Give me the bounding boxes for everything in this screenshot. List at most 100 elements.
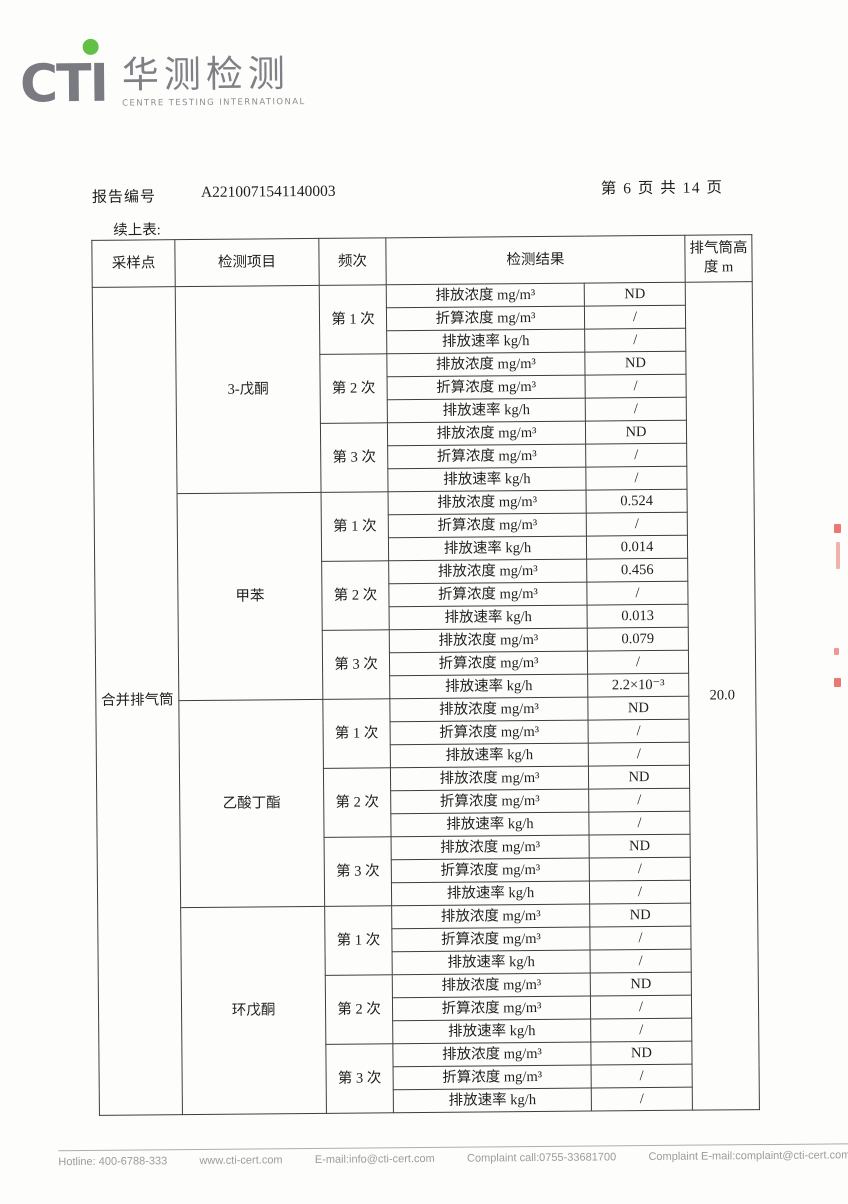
result-value-cell: 0.079 (587, 627, 689, 652)
param-label-cell: 排放浓度 mg/m³ (392, 1042, 592, 1067)
result-value-cell: / (590, 949, 692, 974)
result-value-cell: / (589, 880, 691, 905)
result-value-cell: / (586, 581, 689, 606)
param-label-cell: 排放速率 kg/h (389, 605, 588, 630)
param-label-cell: 折算浓度 mg/m³ (388, 582, 588, 607)
result-value-cell: ND (590, 972, 692, 997)
result-value-cell: / (591, 1087, 693, 1112)
sampling-point-cell: 合并排气筒 (92, 286, 183, 1116)
frequency-cell: 第 2 次 (321, 560, 390, 631)
param-label-cell: 折算浓度 mg/m³ (390, 789, 589, 814)
result-value-cell: 0.456 (586, 558, 688, 583)
page-indicator: 第 6 页 共 14 页 (600, 179, 724, 198)
result-value-cell: / (587, 650, 689, 675)
results-tbody: 合并排气筒 3-戊酮第 1 次排放浓度 mg/m³ ND 20.0 折算浓度 mg/m³… (92, 281, 760, 1116)
result-value-cell: 0.013 (587, 604, 689, 629)
param-label-cell: 折算浓度 mg/m³ (389, 651, 588, 676)
param-label-cell: 折算浓度 mg/m³ (387, 375, 586, 400)
result-value-cell: / (585, 397, 687, 422)
result-value-cell: / (591, 1064, 693, 1089)
test-item-cell: 乙酸丁酯 (178, 699, 325, 908)
result-value-cell: / (589, 926, 692, 951)
frequency-cell: 第 1 次 (321, 491, 389, 562)
param-label-cell: 排放速率 kg/h (387, 467, 587, 492)
result-value-cell: / (585, 443, 687, 468)
footer-website: www.cti-cert.com (199, 1154, 283, 1167)
test-item-cell: 3-戊酮 (175, 285, 322, 494)
scan-artifact-red-mark (834, 678, 841, 687)
param-label-cell: 排放浓度 mg/m³ (391, 835, 590, 860)
param-label-cell: 排放浓度 mg/m³ (389, 628, 588, 653)
result-value-cell: / (585, 466, 688, 491)
param-label-cell: 排放浓度 mg/m³ (387, 421, 586, 446)
result-value-cell: ND (587, 696, 690, 721)
result-value-cell: / (588, 788, 690, 813)
param-label-cell: 折算浓度 mg/m³ (390, 720, 589, 745)
test-item-cell: 甲苯 (177, 492, 323, 701)
param-label-cell: 折算浓度 mg/m³ (392, 996, 591, 1021)
result-value-cell: 2.2×10⁻³ (587, 673, 689, 698)
cti-logo-wordmark: 华测检测 CENTRE TESTING INTERNATIONAL (121, 52, 306, 109)
result-value-cell: / (590, 995, 692, 1020)
frequency-cell: 第 1 次 (322, 698, 391, 769)
result-value-cell: / (584, 305, 686, 330)
param-label-cell: 折算浓度 mg/m³ (387, 444, 586, 469)
frequency-cell: 第 3 次 (322, 629, 390, 700)
param-label-cell: 排放速率 kg/h (390, 743, 589, 768)
param-label-cell: 排放浓度 mg/m³ (388, 490, 587, 515)
frequency-cell: 第 1 次 (324, 905, 393, 976)
param-label-cell: 排放速率 kg/h (393, 1088, 592, 1113)
col-header-sampling-point: 采样点 (91, 239, 176, 288)
frequency-cell: 第 2 次 (323, 767, 392, 838)
stack-height-cell: 20.0 (685, 281, 760, 1111)
param-label-cell: 折算浓度 mg/m³ (391, 858, 590, 883)
footer-contacts: Hotline: 400-6788-333 www.cti-cert.com E… (58, 1149, 848, 1168)
frequency-cell: 第 3 次 (325, 1043, 394, 1114)
result-value-cell: / (584, 328, 686, 353)
param-label-cell: 折算浓度 mg/m³ (386, 306, 585, 331)
param-label-cell: 排放速率 kg/h (386, 329, 585, 354)
param-label-cell: 排放浓度 mg/m³ (392, 973, 591, 998)
param-label-cell: 排放浓度 mg/m³ (390, 766, 589, 791)
result-value-cell: ND (589, 834, 691, 859)
result-value-cell: ND (585, 420, 687, 445)
cti-logo: CTI 华测检测 CENTRE TESTING INTERNATIONAL (19, 35, 306, 115)
report-number-value: A2210071541140003 (200, 182, 336, 201)
frequency-cell: 第 3 次 (320, 422, 389, 493)
param-label-cell: 排放速率 kg/h (387, 398, 586, 423)
param-label-cell: 排放速率 kg/h (390, 812, 590, 837)
param-label-cell: 折算浓度 mg/m³ (393, 1065, 592, 1090)
test-results-table: 采样点 检测项目 频次 检测结果 排气筒高度 m 合并排气筒 3-戊酮第 1 次排… (91, 234, 760, 1116)
report-number-label: 报告编号 (91, 189, 157, 206)
param-label-cell: 排放浓度 mg/m³ (388, 559, 587, 584)
result-value-cell: / (589, 857, 691, 882)
table-header-row: 采样点 检测项目 频次 检测结果 排气筒高度 m (91, 234, 753, 288)
footer-complaint-email: Complaint E-mail:complaint@cti-cert.com (648, 1149, 848, 1164)
company-name-en: CENTRE TESTING INTERNATIONAL (122, 96, 306, 109)
result-value-cell: ND (590, 1041, 693, 1066)
param-label-cell: 排放浓度 mg/m³ (386, 283, 585, 308)
result-value-cell: ND (588, 765, 690, 790)
cti-logo-mark: CTI (19, 37, 108, 115)
logo-green-dot-icon (82, 38, 99, 55)
cti-logo-acronym: CTI (19, 53, 108, 115)
param-label-cell: 排放速率 kg/h (392, 950, 591, 975)
param-label-cell: 排放速率 kg/h (391, 881, 590, 906)
col-header-result: 检测结果 (385, 235, 686, 285)
company-name-cn: 华测检测 (121, 52, 291, 97)
result-value-cell: / (590, 1018, 692, 1043)
frequency-cell: 第 2 次 (325, 974, 393, 1045)
result-value-cell: 0.524 (586, 489, 688, 514)
param-label-cell: 排放浓度 mg/m³ (386, 352, 586, 377)
param-label-cell: 折算浓度 mg/m³ (388, 513, 587, 538)
scan-artifact-red-mark (836, 542, 840, 569)
result-value-cell: / (585, 374, 687, 399)
param-label-cell: 排放速率 kg/h (389, 674, 588, 699)
frequency-cell: 第 3 次 (324, 836, 392, 907)
param-label-cell: 排放浓度 mg/m³ (391, 904, 590, 929)
param-label-cell: 排放浓度 mg/m³ (389, 697, 589, 722)
result-value-cell: / (588, 719, 690, 744)
scan-artifact-red-mark (834, 648, 839, 655)
footer-hotline: Hotline: 400-6788-333 (58, 1155, 168, 1169)
